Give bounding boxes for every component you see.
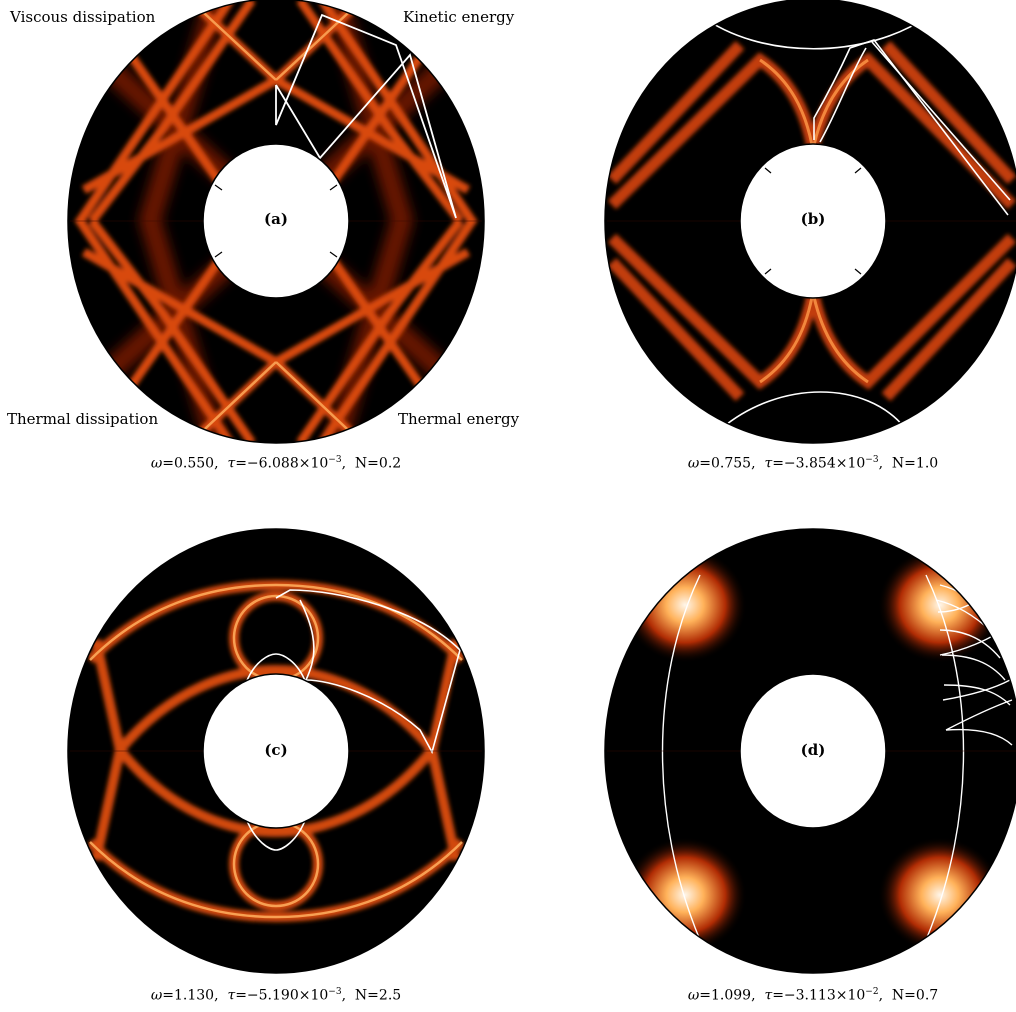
caption-d: ω=1.099, τ=−3.113×10−2, N=0.7 [687,987,939,1004]
label-kinetic-energy: Kinetic energy [403,8,515,26]
core-ticks [214,184,338,258]
shell-outline [67,0,485,444]
ray-path [661,574,1013,941]
caption-c: ω=1.130, τ=−5.190×10−3, N=2.5 [150,987,402,1004]
panel-c [67,528,485,974]
equator-lines [70,220,1016,752]
panel-label-d: (d) [800,741,826,759]
label-viscous-dissipation: Viscous dissipation [10,8,156,26]
panel-a [67,0,485,444]
panel-label-a: (a) [264,210,288,228]
ray-path [245,589,461,851]
hotspot [878,547,1002,663]
hotspot [623,837,747,953]
shell-outline [604,528,1016,974]
panel-label-b: (b) [800,210,826,228]
label-thermal-dissipation: Thermal dissipation [7,410,159,428]
panel-label-c: (c) [264,741,288,759]
ray-path [699,14,1011,429]
caption-a: ω=0.550, τ=−6.088×10−3, N=0.2 [150,455,402,472]
core-ticks [764,167,862,275]
ray-path [275,13,457,219]
shell-outline [604,0,1016,444]
hotspot [623,547,747,663]
caption-b: ω=0.755, τ=−3.854×10−3, N=1.0 [687,455,939,472]
panel-b [604,0,1016,444]
hotspot [878,837,1002,953]
shell-outline [67,528,485,974]
energy-beams [607,14,1016,429]
label-thermal-energy: Thermal energy [398,410,520,428]
